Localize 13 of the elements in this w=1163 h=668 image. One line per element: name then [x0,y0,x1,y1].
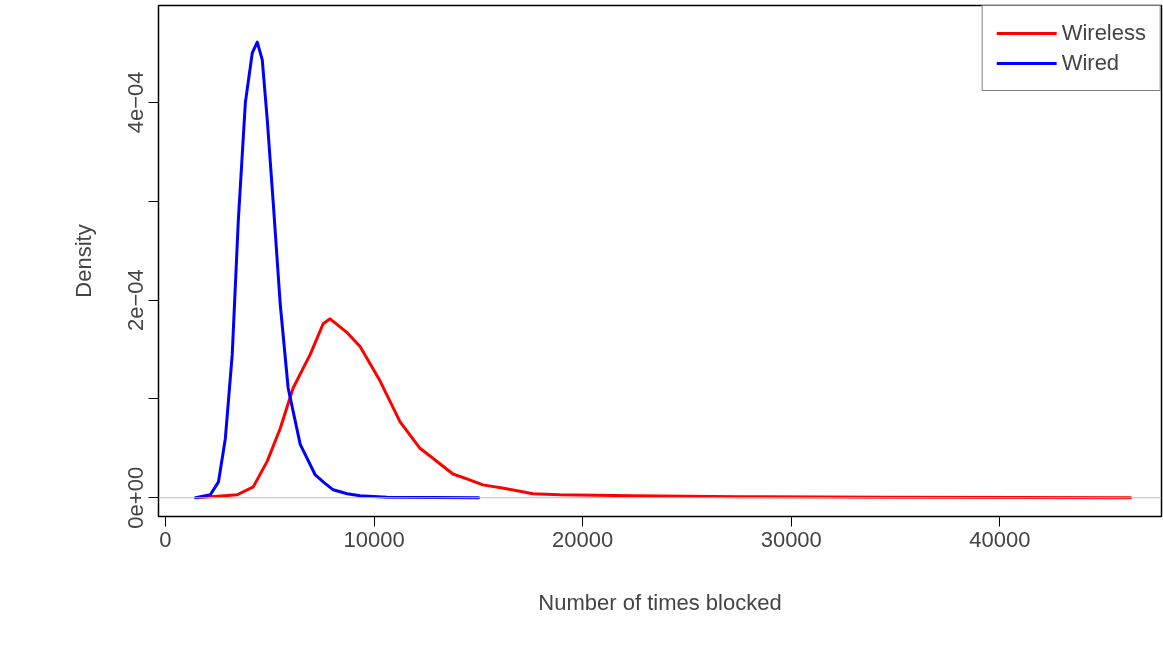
line-series [194,40,481,500]
x-tick-label: 20000 [552,526,614,552]
x-tick-label: 40000 [969,526,1031,552]
x-tick-label: 0 [159,526,172,552]
x-tick-label: 30000 [760,526,822,552]
y-tick-label: 4e−04 [123,71,149,134]
y-axis-title: Density [70,224,96,298]
legend-label: Wireless [1061,20,1146,46]
y-tick-label: 0e+00 [123,466,149,529]
x-axis-title: Number of times blocked [538,589,782,615]
legend-label: Wired [1061,50,1120,76]
x-tick-label: 10000 [343,526,405,552]
y-tick-label: 2e−04 [123,269,149,331]
